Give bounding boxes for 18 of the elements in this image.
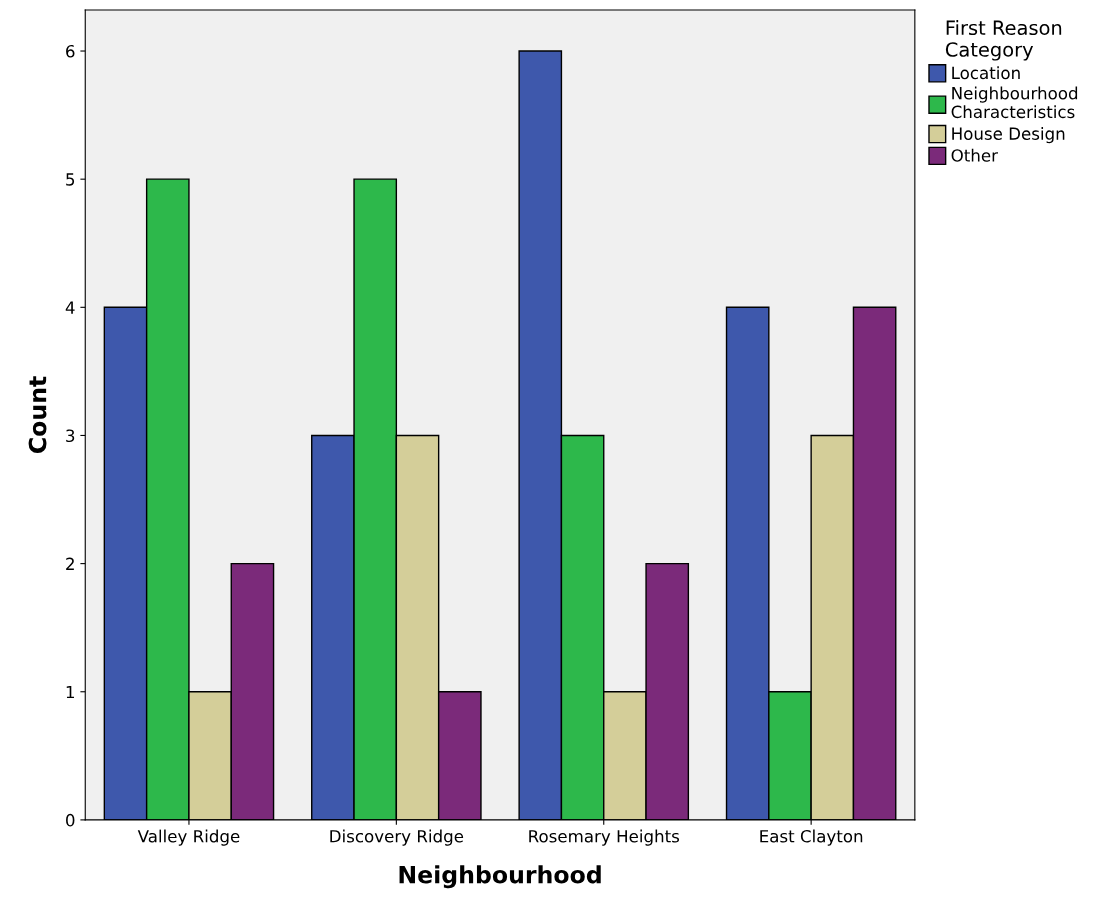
y-tick-label: 2	[66, 557, 74, 570]
x-tick-label: Rosemary Heights	[529, 829, 680, 846]
legend-label: Other	[951, 148, 998, 162]
legend-label: Neighbourhood Characteristics	[951, 86, 1078, 119]
x-axis-title: Neighbourhood	[399, 865, 601, 889]
y-tick-label: 3	[66, 429, 75, 443]
y-tick-label: 5	[66, 173, 75, 186]
y-tick-label: 4	[65, 301, 75, 314]
legend-label: House Design	[952, 127, 1065, 144]
y-tick-label: 6	[66, 44, 75, 58]
legend-title: First Reason Category	[945, 20, 1062, 61]
x-tick-label: Valley Ridge	[137, 829, 240, 846]
y-tick-label: 0	[66, 813, 75, 827]
x-tick-label: East Clayton	[760, 829, 863, 846]
x-tick-label: Discovery Ridge	[330, 829, 464, 846]
legend-label: Location	[952, 66, 1020, 80]
y-axis-title: Count	[28, 376, 47, 454]
y-tick-label: 1	[66, 685, 74, 699]
